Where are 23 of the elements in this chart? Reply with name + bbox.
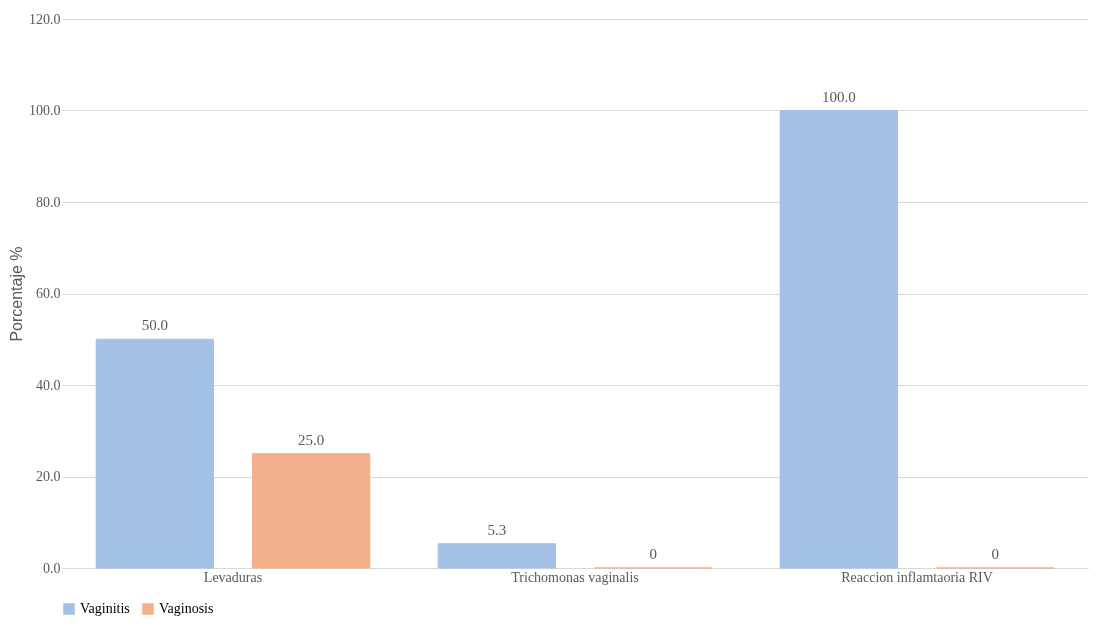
data-label: 0 <box>649 546 657 562</box>
y-tick-label: 0.0 <box>43 560 61 576</box>
data-label: 5.3 <box>487 521 507 538</box>
bar <box>779 110 898 569</box>
x-tick-label: Levaduras <box>203 569 263 585</box>
y-tick-label: 100.0 <box>29 103 61 118</box>
x-tick-label: Reaccion inflamtaoria RIV <box>841 569 993 585</box>
y-tick-label: 80.0 <box>36 194 61 210</box>
legend-label: Vaginosis <box>159 601 214 616</box>
y-tick-label: 120.0 <box>29 11 61 27</box>
y-tick-label: 40.0 <box>36 377 61 393</box>
data-label: 100.0 <box>821 88 856 105</box>
y-tick-label: 20.0 <box>36 469 61 484</box>
data-label: 0 <box>991 546 999 562</box>
bar <box>95 338 214 569</box>
data-label: 50.0 <box>141 317 168 334</box>
x-tick-label: Trichomonas vaginalis <box>511 569 639 585</box>
y-tick-label: 60.0 <box>36 286 61 301</box>
bar <box>437 543 556 569</box>
legend-label: Vaginitis <box>80 601 130 616</box>
data-label: 25.0 <box>298 431 325 448</box>
bar <box>252 453 371 569</box>
y-axis-title: Porcentaje % <box>8 246 25 342</box>
